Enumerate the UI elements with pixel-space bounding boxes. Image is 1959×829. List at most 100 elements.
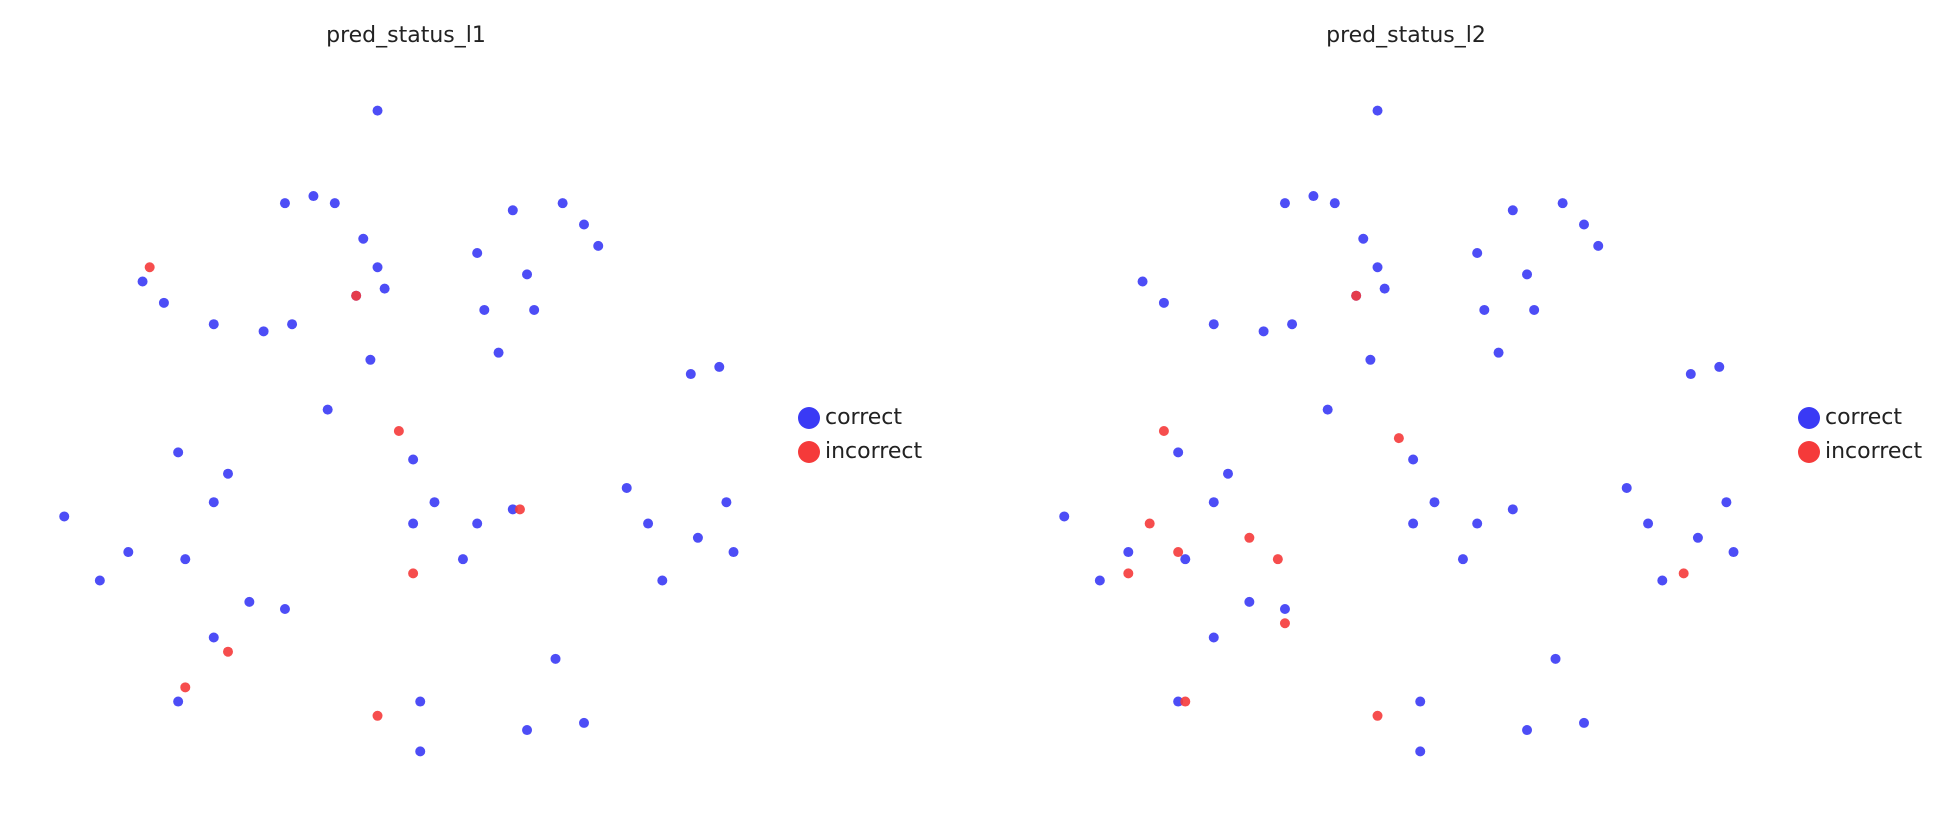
point [1059, 511, 1070, 522]
point [1522, 269, 1533, 280]
point [1279, 604, 1290, 614]
point [1529, 304, 1540, 315]
point [322, 404, 333, 415]
point [1657, 575, 1668, 586]
point [123, 547, 134, 558]
point [1144, 518, 1155, 529]
point [507, 504, 518, 515]
point [1678, 568, 1689, 579]
point [258, 326, 269, 337]
point [1408, 518, 1419, 529]
point [1322, 404, 1333, 415]
point [1372, 262, 1383, 273]
point [429, 497, 440, 508]
point [379, 283, 390, 294]
point [279, 198, 290, 209]
legend-label: correct [1825, 405, 1902, 430]
chart-title: pred_status_l2 [1326, 23, 1486, 48]
point [1408, 454, 1419, 465]
point [1123, 568, 1134, 579]
point [223, 646, 233, 657]
legend-marker [1798, 407, 1820, 429]
point [1180, 554, 1191, 565]
point [721, 497, 732, 508]
point [1137, 276, 1148, 287]
point [59, 511, 70, 522]
point [351, 290, 362, 301]
point [308, 191, 319, 202]
point [408, 454, 419, 465]
point [1180, 696, 1191, 707]
point [144, 262, 155, 273]
point [1457, 554, 1468, 565]
point [393, 426, 404, 436]
point [1372, 710, 1383, 721]
point [1379, 283, 1390, 294]
point [1507, 205, 1518, 216]
point [728, 547, 739, 558]
point [1329, 198, 1340, 209]
point [685, 369, 696, 380]
point [1621, 482, 1632, 493]
point [1393, 433, 1404, 444]
point [1557, 198, 1568, 209]
point [1208, 319, 1219, 330]
point [1279, 198, 1290, 209]
point [1123, 547, 1134, 558]
point [557, 198, 568, 209]
point [1279, 618, 1290, 629]
point [472, 518, 483, 529]
point [287, 319, 298, 330]
point [1643, 518, 1654, 529]
point [208, 497, 219, 508]
point [1351, 290, 1362, 301]
point [657, 575, 668, 586]
legend-label: correct [825, 405, 902, 430]
point [1308, 191, 1319, 202]
point [1472, 248, 1483, 258]
point [415, 746, 426, 757]
point [208, 632, 219, 643]
point [1685, 369, 1696, 380]
point [472, 248, 483, 258]
point [714, 361, 725, 372]
point [1223, 468, 1233, 479]
point [593, 240, 604, 251]
point [1579, 717, 1589, 728]
point [1579, 219, 1589, 230]
point [1728, 547, 1739, 558]
point [579, 219, 589, 230]
point [1173, 447, 1184, 458]
point [173, 447, 184, 458]
point [1415, 696, 1426, 707]
point [372, 105, 383, 116]
point [1208, 497, 1219, 508]
point [1358, 233, 1369, 244]
point [1158, 297, 1169, 308]
point [643, 518, 654, 529]
point [180, 554, 191, 565]
legend-label: incorrect [1825, 439, 1922, 464]
legend-label: incorrect [825, 439, 922, 464]
point [550, 653, 561, 664]
point [1522, 725, 1533, 736]
point [529, 304, 540, 315]
point [1244, 596, 1255, 607]
point [507, 205, 518, 216]
point [365, 354, 376, 365]
point [1429, 497, 1440, 508]
point [1714, 361, 1725, 372]
point [329, 198, 340, 209]
point [1493, 347, 1504, 358]
point [223, 468, 233, 479]
point [1479, 304, 1490, 315]
point [358, 233, 369, 244]
point [514, 504, 525, 515]
point [457, 554, 468, 565]
legend-marker [798, 407, 820, 429]
point [692, 532, 703, 543]
point [579, 717, 589, 728]
point [372, 262, 383, 273]
point [1593, 240, 1604, 251]
